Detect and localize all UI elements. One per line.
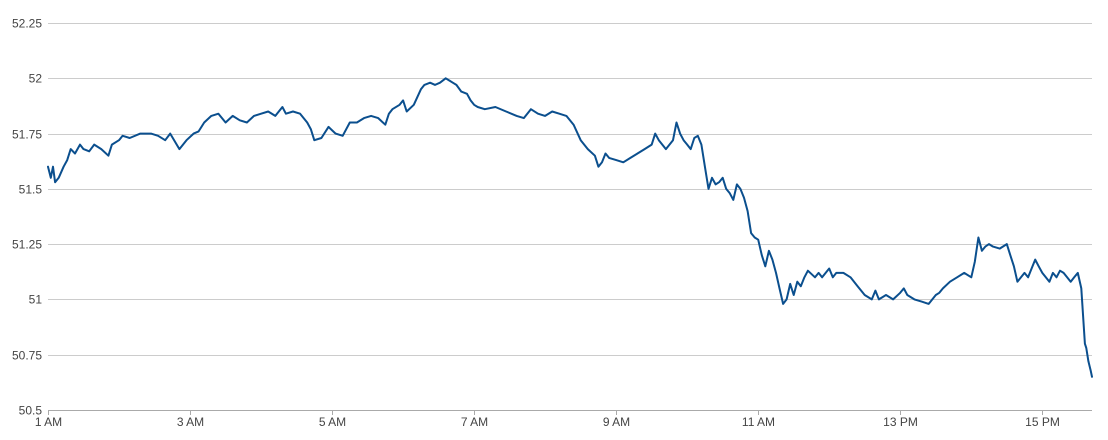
y-tick-label: 52.25: [12, 17, 42, 31]
x-tick-label: 5 AM: [319, 415, 346, 429]
y-tick-label: 51.75: [12, 128, 42, 142]
y-tick-label: 51.25: [12, 238, 42, 252]
series-line: [47, 77, 1093, 378]
x-axis-ticks: 1 AM 3 AM 5 AM 7 AM 9 AM 11 AM 13 PM 15 PM: [35, 410, 1060, 429]
y-axis-ticks: 50.5 50.75 51 51.25 51.5 51.75 52 52.25: [12, 17, 42, 418]
y-tick-label: 51.5: [19, 183, 43, 197]
x-tick-label: 3 AM: [177, 415, 204, 429]
y-tick-label: 51: [29, 293, 43, 307]
y-tick-label: 50.5: [19, 404, 43, 418]
x-tick-label: 9 AM: [603, 415, 630, 429]
x-tick-label: 11 AM: [742, 415, 775, 429]
series-layer: [47, 77, 1093, 378]
x-tick-label: 15 PM: [1025, 415, 1060, 429]
y-tick-label: 52: [29, 72, 43, 86]
x-tick-label: 7 AM: [461, 415, 488, 429]
y-tick-label: 50.75: [12, 349, 42, 363]
grid: [48, 23, 1092, 411]
x-tick-label: 13 PM: [883, 415, 918, 429]
x-tick-label: 1 AM: [35, 415, 62, 429]
